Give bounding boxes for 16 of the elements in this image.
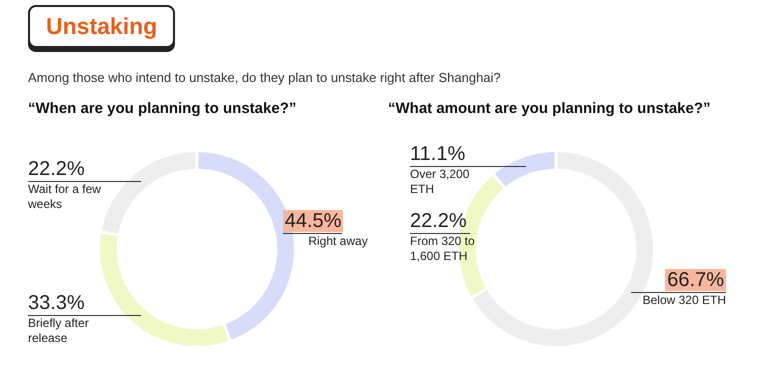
data-label: 22.2%	[410, 210, 467, 232]
chart-title: “What amount are you planning to unstake?”	[388, 100, 711, 117]
text: Among those who intend to unstake, do they plan to unstake right after Shanghai?	[28, 70, 501, 85]
data-label: 22.2%	[28, 158, 85, 180]
data-label: 11.1%	[410, 143, 466, 166]
slice-label: From 320 to 1,600 ETH	[410, 234, 476, 264]
slice-label: Below 320 ETH	[642, 292, 726, 308]
slice-label: Right away	[307, 234, 368, 250]
data-label: 66.7%	[665, 268, 726, 291]
text: Unstaking	[28, 5, 176, 48]
data-label: 44.5%	[282, 210, 344, 232]
slice-label: Wait for a few weeks	[28, 182, 102, 212]
chart-title: “When are you planning to unstake?”	[28, 100, 296, 117]
slice-label: Over 3,200 ETH	[410, 167, 470, 198]
slice-label: Briefly after release	[28, 316, 90, 346]
data-label: 33.3%	[28, 292, 85, 314]
